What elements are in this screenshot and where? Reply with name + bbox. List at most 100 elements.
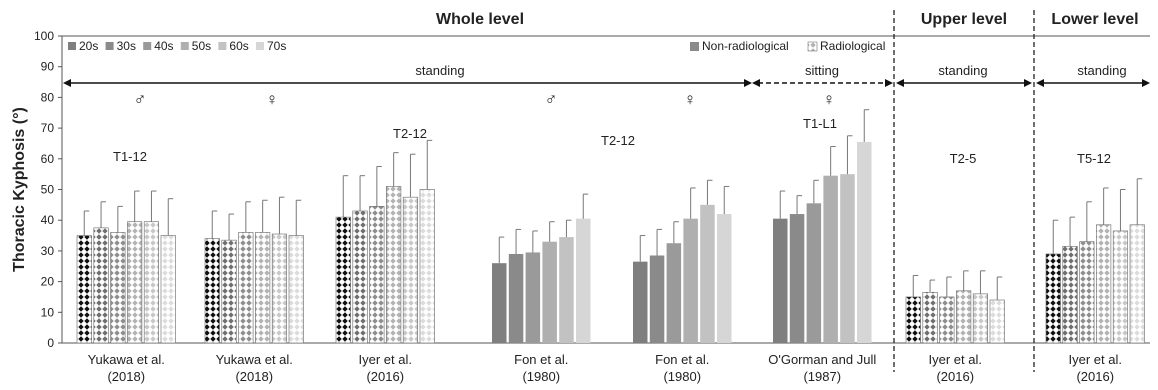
y-tick-label: 30: [41, 244, 55, 258]
y-tick-label: 90: [41, 60, 55, 74]
bar: [335, 216, 351, 344]
x-study-label: Yukawa et al.: [216, 352, 293, 367]
bar: [1062, 245, 1078, 344]
section-title: Whole level: [436, 11, 524, 28]
bar: [939, 296, 955, 344]
x-year-label: (2016): [1076, 369, 1114, 384]
bar: [1045, 253, 1061, 344]
bar: [649, 255, 665, 343]
bar: [127, 221, 143, 344]
bar: [352, 210, 368, 344]
bar: [956, 290, 972, 344]
y-tick-label: 10: [41, 305, 55, 319]
y-tick-label: 40: [41, 213, 55, 227]
y-tick-label: 80: [41, 90, 55, 104]
bar: [369, 206, 385, 344]
bar: [905, 296, 921, 344]
x-axis: Yukawa et al. (2018) Yukawa et al. (2018) Iy…: [88, 352, 1122, 384]
x-year-label: (1980): [522, 369, 560, 384]
bar: [419, 189, 435, 344]
x-study-label: Iyer et al.: [929, 352, 982, 367]
bar: [508, 253, 524, 343]
sex-symbol: ♂: [134, 90, 147, 109]
section-title: Lower level: [1051, 11, 1138, 28]
y-tick-label: 50: [41, 183, 55, 197]
y-tick-label: 0: [47, 336, 54, 350]
segment-label: T2-5: [950, 151, 977, 166]
bar: [386, 186, 402, 344]
x-year-label: (2016): [936, 369, 974, 384]
bar: [255, 232, 271, 344]
legend-swatch: [807, 41, 818, 52]
bar: [840, 174, 855, 343]
legend-label: Radiological: [820, 39, 885, 53]
legend-swatch: [256, 42, 264, 50]
legend-swatch: [690, 42, 699, 51]
bar: [160, 235, 176, 344]
legend: 20s 30s 40s 50s 60s 70s Non-radiological Radiol…: [68, 39, 885, 53]
x-year-label: (1987): [803, 369, 841, 384]
x-study-label: Fon et al.: [514, 352, 568, 367]
y-tick-label: 20: [41, 275, 55, 289]
bar: [922, 292, 938, 344]
standing-arrow-head-left: [1036, 79, 1044, 87]
posture-label: standing: [1077, 63, 1126, 78]
bar: [1079, 241, 1095, 344]
x-year-label: (1980): [663, 369, 701, 384]
x-year-label: (2018): [235, 369, 273, 384]
sex-symbol: ♀: [684, 90, 697, 109]
posture-label: standing: [938, 63, 987, 78]
bar: [221, 239, 237, 344]
x-study-label: Yukawa et al.: [88, 352, 165, 367]
y-tick-label: 70: [41, 121, 55, 135]
bar: [559, 237, 574, 343]
annotations: Whole level Upper level Lower level standin…: [63, 11, 1150, 166]
bar: [633, 261, 648, 343]
segment-label: T1-12: [113, 149, 147, 164]
bar: [76, 235, 92, 344]
legend-swatch: [143, 42, 152, 50]
legend-swatch: [218, 42, 227, 50]
sex-symbol: ♀: [266, 90, 279, 109]
legend-swatch: [105, 42, 114, 50]
x-year-label: (2018): [107, 369, 145, 384]
x-study-label: O'Gorman and Jull: [768, 352, 876, 367]
posture-label: standing: [415, 63, 464, 78]
bar: [666, 243, 682, 343]
bar: [542, 241, 557, 343]
legend-label: 70s: [267, 39, 286, 53]
y-tick-label: 100: [34, 29, 54, 43]
bar: [1129, 224, 1145, 344]
bar: [1096, 224, 1112, 344]
bar: [773, 218, 788, 343]
bar: [238, 232, 254, 344]
standing-arrow-head-left: [63, 79, 71, 87]
bar: [857, 141, 872, 343]
bars: [76, 109, 1145, 344]
sitting-arrow-head-left: [752, 79, 760, 87]
bar: [492, 263, 507, 343]
segment-label: T1-L1: [803, 116, 837, 131]
bar: [402, 196, 419, 344]
y-axis-title: Thoracic Kyphosis (°): [11, 107, 28, 272]
bar: [683, 218, 698, 343]
bar: [288, 235, 304, 344]
segment-label: T5-12: [1077, 151, 1111, 166]
standing-arrow-head-right: [744, 79, 752, 87]
sitting-arrow-head-right: [885, 79, 893, 87]
legend-label: 30s: [117, 39, 136, 53]
bar: [576, 218, 591, 343]
bar: [110, 232, 126, 344]
x-study-label: Fon et al.: [655, 352, 709, 367]
bar: [143, 221, 159, 344]
legend-label: 50s: [192, 39, 211, 53]
segment-label: T2-12: [601, 133, 635, 148]
bar: [989, 299, 1005, 344]
section-title: Upper level: [921, 11, 1007, 28]
legend-label: 40s: [154, 39, 173, 53]
legend-swatch: [180, 42, 189, 50]
legend-swatch: [68, 42, 76, 50]
x-study-label: Iyer et al.: [1069, 352, 1122, 367]
y-axis: 0 10 20 30 40 50 60 70 80 90 100 Thoracic Kyphosis …: [11, 29, 62, 350]
bar: [700, 204, 715, 343]
